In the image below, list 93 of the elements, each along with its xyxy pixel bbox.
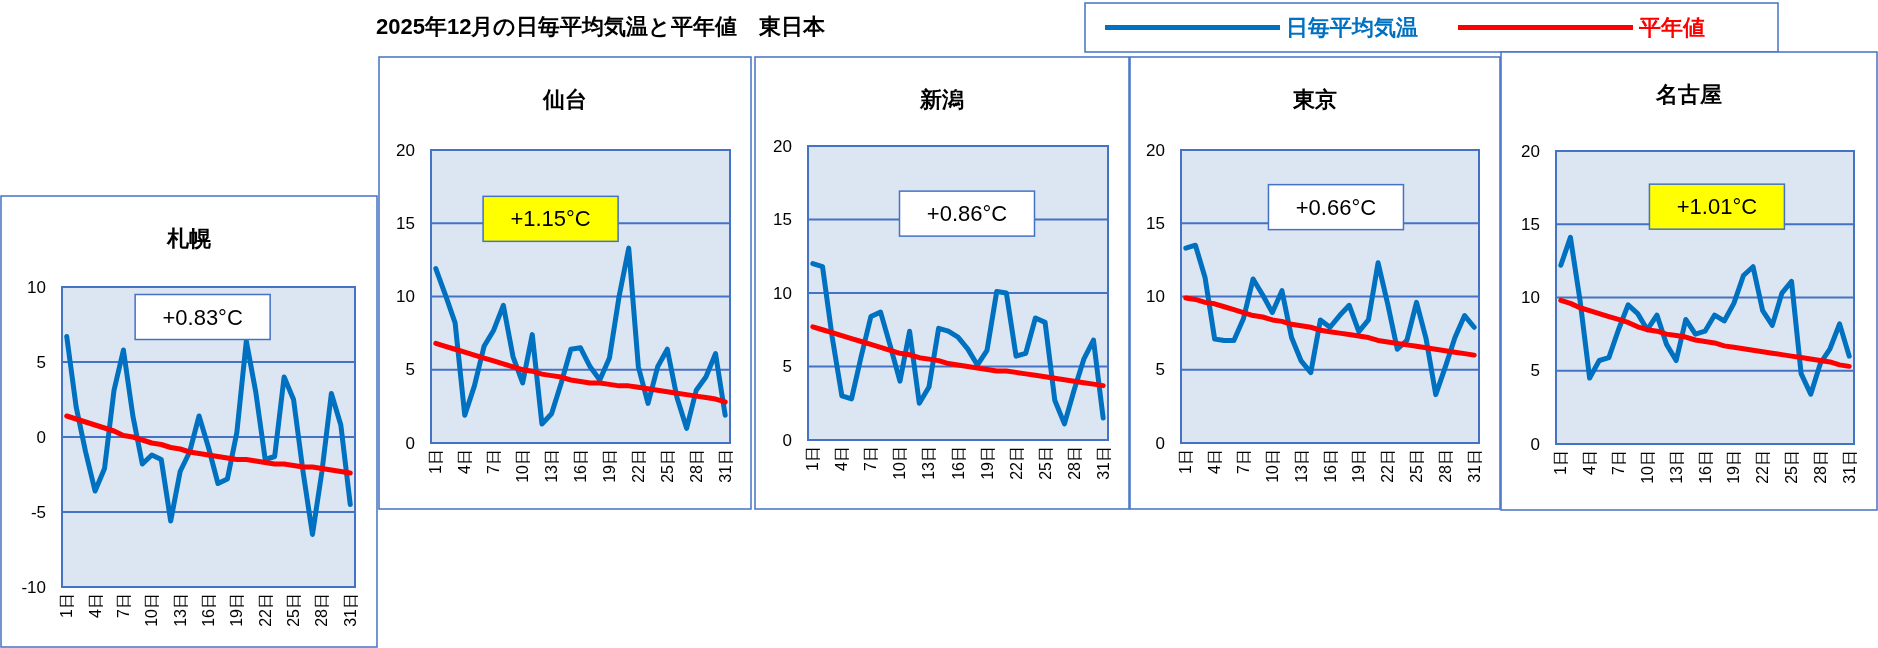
y-tick-label: 20 [1521,141,1540,161]
x-tick-label: 16日 [572,449,589,483]
x-tick-label: 19日 [1350,449,1368,483]
x-tick-label: 16日 [1321,449,1339,483]
y-tick-label: 15 [773,210,792,229]
y-tick-label: 10 [27,277,46,297]
x-tick-label: 13日 [171,593,189,627]
x-tick-label: 10日 [143,593,161,627]
x-tick-label: 19日 [228,593,246,627]
annotation: +0.66°C [1295,194,1377,220]
annotation: +0.83°C [162,304,243,330]
y-tick-label: 5 [782,357,792,376]
x-tick-label: 1日 [427,449,445,474]
x-tick-label: 22日 [1754,450,1772,484]
chart-title: 名古屋 [1655,82,1722,107]
x-tick-label: 31日 [1840,450,1858,484]
x-tick-label: 16日 [200,593,217,627]
x-tick-label: 10日 [1263,449,1281,483]
text: 2025年12月の日毎平均気温と平年値 東日本 [376,14,827,39]
x-tick-label: 7日 [114,593,132,618]
x-tick-label: 28日 [687,449,705,483]
chart-title: 東京 [1292,87,1337,112]
y-tick-label: 10 [1146,287,1165,306]
x-tick-label: 31日 [341,593,359,627]
x-tick-label: 13日 [1667,450,1685,484]
x-tick-label: 22日 [256,593,274,627]
x-tick-label: 25日 [658,449,676,483]
x-tick-label: 31日 [1465,449,1483,483]
x-tick-label: 7日 [1234,449,1252,474]
y-tick-label: 0 [782,430,792,450]
y-tick-label: 0 [1155,433,1165,453]
x-tick-label: 28日 [1436,449,1454,483]
x-tick-label: 28日 [313,593,331,627]
x-tick-label: 25日 [1408,449,1426,483]
x-tick-label: 7日 [485,449,503,474]
y-tick-label: 0 [1530,434,1540,454]
y-tick-label: 15 [396,213,415,233]
x-tick-label: 1日 [1552,450,1570,475]
annotation: +0.86°C [926,201,1008,227]
y-tick-label: 10 [1521,288,1540,307]
y-tick-label: -10 [21,577,46,597]
y-tick-label: 5 [36,352,46,372]
y-tick-label: 10 [773,283,792,303]
x-tick-label: 16日 [1696,450,1714,484]
y-tick-label: 0 [405,433,415,453]
x-tick-label: 10日 [891,446,909,480]
x-tick-label: 1日 [804,446,822,471]
x-tick-label: 25日 [1783,450,1801,484]
x-tick-label: 13日 [920,446,938,480]
y-tick-label: 10 [396,287,415,306]
x-tick-label: 4日 [1581,450,1599,475]
y-tick-label: -5 [30,502,46,522]
x-tick-label: 4日 [456,449,474,474]
y-tick-label: 20 [1146,140,1165,160]
x-tick-label: 13日 [543,449,561,483]
y-tick-label: 15 [1146,213,1165,233]
x-tick-label: 19日 [1725,450,1743,484]
x-tick-label: 22日 [629,449,647,483]
x-tick-label: 1日 [1177,449,1195,474]
x-tick-label: 22日 [1379,449,1397,483]
x-tick-label: 4日 [1206,449,1224,474]
x-tick-label: 13日 [1292,449,1310,483]
x-tick-label: 1日 [58,593,76,618]
y-tick-label: 5 [405,360,415,380]
annotation: +1.15°C [510,206,591,232]
x-tick-label: 7日 [1609,450,1627,475]
chart-title: 新潟 [919,87,964,112]
x-tick-label: 19日 [978,446,996,480]
x-tick-label: 28日 [1811,450,1829,484]
y-tick-label: 5 [1155,360,1165,380]
chart-title: 仙台 [542,87,587,112]
x-tick-label: 4日 [833,446,851,471]
x-tick-label: 28日 [1065,446,1083,480]
x-tick-label: 16日 [949,446,967,480]
x-tick-label: 22日 [1007,446,1025,480]
y-tick-label: 20 [773,136,792,156]
x-tick-label: 10日 [514,449,532,483]
x-tick-label: 25日 [1036,446,1054,480]
y-tick-label: 15 [1521,214,1540,234]
x-tick-label: 25日 [285,593,303,627]
x-tick-label: 4日 [86,593,104,618]
x-tick-label: 7日 [862,446,880,471]
text: 日毎平均気温 [1286,15,1418,40]
x-tick-label: 31日 [716,449,734,483]
chart-title: 札幌 [166,226,211,251]
text: 平年値 [1638,15,1705,40]
x-tick-label: 10日 [1638,450,1656,484]
x-tick-label: 19日 [600,449,618,483]
x-tick-label: 31日 [1094,446,1112,480]
y-tick-label: 20 [396,140,415,160]
annotation: +1.01°C [1676,194,1758,220]
y-tick-label: 5 [1530,361,1540,381]
y-tick-label: 0 [36,427,46,447]
